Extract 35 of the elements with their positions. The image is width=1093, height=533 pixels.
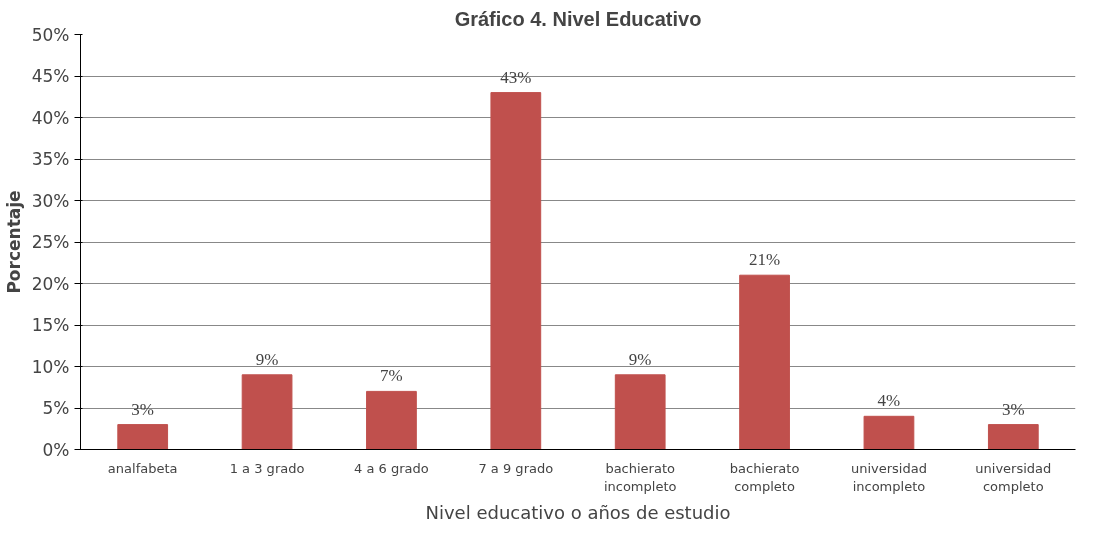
x-tick-label: analfabeta [107, 460, 178, 476]
chart-title: Gráfico 4. Nivel Educativo [454, 7, 702, 30]
bar [241, 374, 293, 450]
x-tick-label: bachierato completo [729, 460, 800, 494]
data-label: 9% [628, 349, 652, 369]
data-label: 21% [748, 250, 781, 270]
data-label: 4% [877, 391, 901, 411]
bar [863, 415, 915, 450]
y-tick-label: 30% [31, 190, 70, 211]
x-tick-label: 1 a 3 grado [229, 460, 305, 476]
x-tick-label: universidad incompleto [850, 460, 927, 494]
bar [366, 390, 417, 450]
x-axis-title: Nivel educativo o años de estudio [425, 501, 731, 523]
y-tick-label: 40% [31, 107, 70, 128]
x-tick-label: bachierato incompleto [603, 460, 677, 494]
bar [987, 424, 1039, 450]
bar [614, 374, 666, 450]
y-axis-title: Porcentaje [3, 190, 24, 294]
y-tick-label: 20% [31, 273, 70, 294]
y-tick-label: 5% [42, 398, 70, 418]
y-tick-label: 45% [31, 66, 70, 86]
bar [490, 92, 542, 450]
x-tick-label: universidad completo [975, 460, 1052, 494]
y-tick-label: 50% [31, 24, 70, 45]
y-tick-label: 0% [42, 439, 70, 460]
y-tick-label: 25% [31, 232, 70, 252]
bar [739, 274, 790, 450]
y-tick-label: 15% [31, 315, 70, 335]
y-tick-label: 10% [31, 356, 70, 377]
data-label: 7% [380, 366, 403, 386]
x-tick-label: 7 a 9 grado [478, 460, 554, 476]
y-tick-label: 35% [31, 149, 70, 169]
data-label: 9% [255, 349, 279, 369]
x-tick-label: 4 a 6 grado [354, 460, 429, 476]
bar [117, 424, 169, 450]
